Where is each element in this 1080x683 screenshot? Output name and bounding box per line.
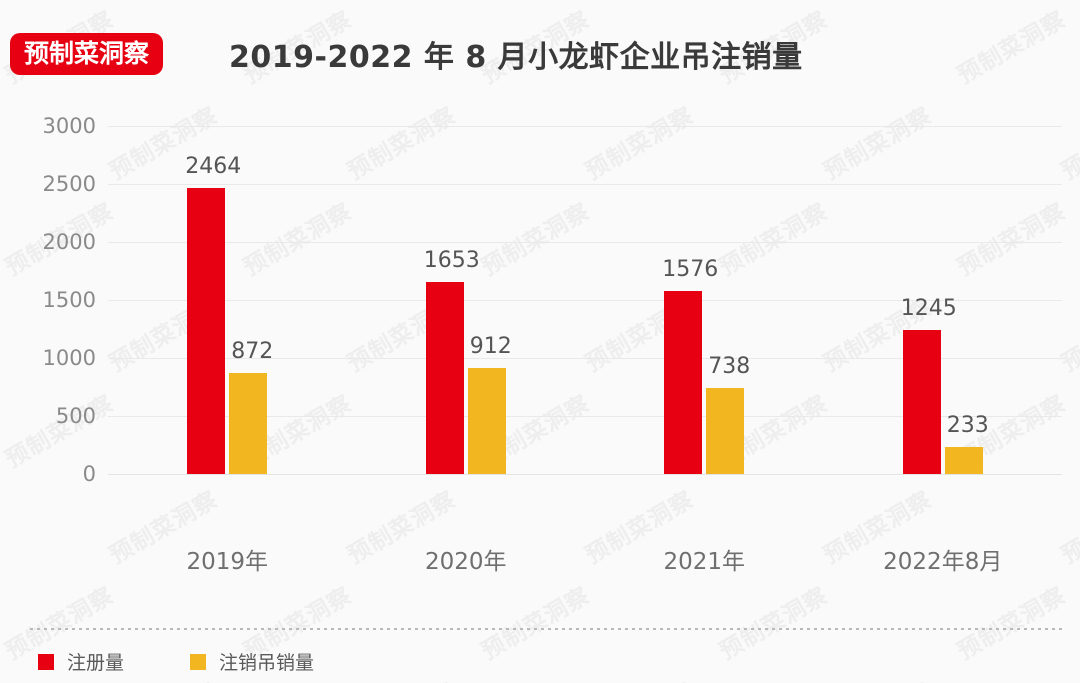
y-axis-tick: 2000 bbox=[42, 230, 96, 254]
x-axis-tick: 2021年 bbox=[663, 549, 746, 575]
y-axis-tick: 0 bbox=[82, 462, 96, 486]
brand-logo: 预制菜洞察 bbox=[10, 33, 164, 75]
gridline bbox=[108, 416, 1062, 417]
legend-item[interactable]: 注册量 bbox=[38, 648, 124, 675]
legend-label: 注册量 bbox=[67, 652, 125, 674]
bar-register[interactable] bbox=[187, 188, 226, 474]
bar-deregister[interactable] bbox=[706, 388, 745, 474]
bar-value-label: 233 bbox=[946, 412, 989, 438]
bar-value-label: 1245 bbox=[900, 295, 957, 321]
bar-value-label: 912 bbox=[469, 334, 512, 360]
bar-value-label: 1653 bbox=[423, 248, 480, 274]
bar-value-label: 738 bbox=[708, 354, 751, 380]
bar-register[interactable] bbox=[664, 291, 703, 474]
bar-group: 1576 738 bbox=[585, 108, 824, 528]
gridline bbox=[108, 300, 1062, 301]
chart-header: 预制菜洞察 2019-2022 年 8 月小龙虾企业吊注销量 bbox=[0, 0, 1080, 108]
gridline bbox=[108, 126, 1062, 127]
bar-register[interactable] bbox=[902, 329, 941, 474]
bar-value-label: 2464 bbox=[185, 154, 242, 180]
legend-swatch-icon bbox=[190, 653, 207, 670]
legend-swatch-icon bbox=[38, 653, 54, 670]
bar-deregister[interactable] bbox=[229, 372, 268, 474]
bar-group: 1245 233 bbox=[824, 108, 1063, 528]
bar-deregister[interactable] bbox=[944, 446, 983, 474]
y-axis-tick: 3000 bbox=[42, 114, 96, 138]
gridline bbox=[108, 184, 1062, 185]
gridline bbox=[108, 358, 1062, 359]
bar-group: 1653 912 bbox=[347, 108, 586, 528]
bar-deregister[interactable] bbox=[467, 368, 506, 474]
bar-value-label: 1576 bbox=[662, 257, 719, 283]
x-axis: 2019年 2020年 2021年 2022年8月 bbox=[108, 542, 1062, 576]
y-axis-tick: 2500 bbox=[42, 172, 96, 196]
y-axis-tick: 500 bbox=[55, 404, 96, 428]
y-axis-tick: 1500 bbox=[42, 288, 96, 312]
y-axis: 3000 2500 2000 1500 1000 500 0 bbox=[28, 108, 96, 528]
y-axis-tick: 1000 bbox=[42, 346, 96, 370]
bar-group: 2464 872 bbox=[108, 108, 347, 528]
gridline bbox=[108, 242, 1062, 243]
bar-groups: 2464 872 1653 912 1576 738 1245 233 bbox=[108, 108, 1062, 528]
bar-value-label: 872 bbox=[231, 338, 274, 364]
plot-area: 3000 2500 2000 1500 1000 500 0 2464 872 1653 912 1… bbox=[0, 108, 1080, 528]
page-title: 2019-2022 年 8 月小龙虾企业吊注销量 bbox=[229, 40, 803, 75]
bar-register[interactable] bbox=[425, 282, 464, 474]
gridline bbox=[108, 474, 1062, 475]
gridlines bbox=[108, 108, 1062, 528]
legend-divider bbox=[30, 628, 1062, 630]
x-axis-tick: 2019年 bbox=[186, 549, 269, 575]
legend-item[interactable]: 注销吊销量 bbox=[190, 648, 314, 675]
chart-legend: 注册量 注销吊销量 bbox=[38, 648, 1080, 675]
x-axis-tick: 2020年 bbox=[424, 549, 507, 575]
legend-label: 注销吊销量 bbox=[219, 652, 315, 674]
x-axis-tick: 2022年8月 bbox=[883, 549, 1003, 575]
